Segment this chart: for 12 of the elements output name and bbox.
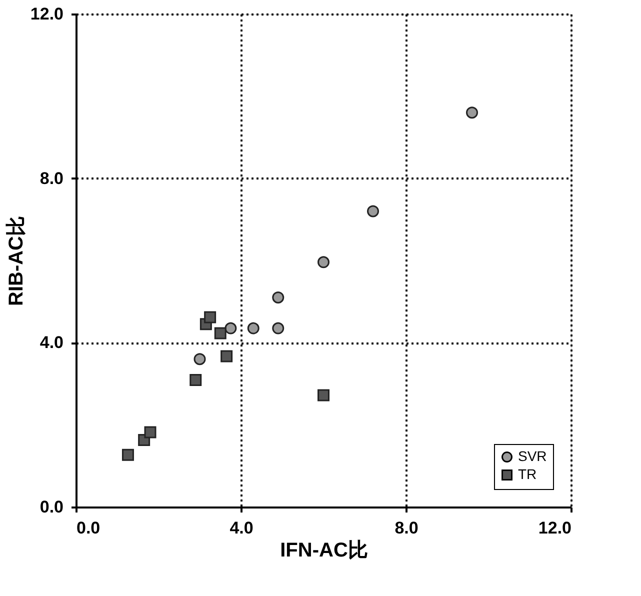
legend-label: TR: [518, 466, 537, 482]
x-axis-title: IFN-AC比: [280, 540, 368, 562]
y-tick-label: 8.0: [40, 168, 64, 188]
y-axis-title: RIB-AC比: [5, 216, 28, 306]
x-tick-label: 12.0: [538, 518, 572, 538]
x-tick-label: 0.0: [76, 518, 100, 538]
y-tick-label: 12.0: [30, 4, 64, 24]
x-tick-label: 4.0: [230, 518, 254, 538]
y-tick-label: 0.0: [40, 498, 64, 516]
legend-label: SVR: [518, 448, 547, 464]
x-tick-label: 8.0: [394, 518, 418, 538]
y-tick-label: 4.0: [40, 333, 64, 352]
